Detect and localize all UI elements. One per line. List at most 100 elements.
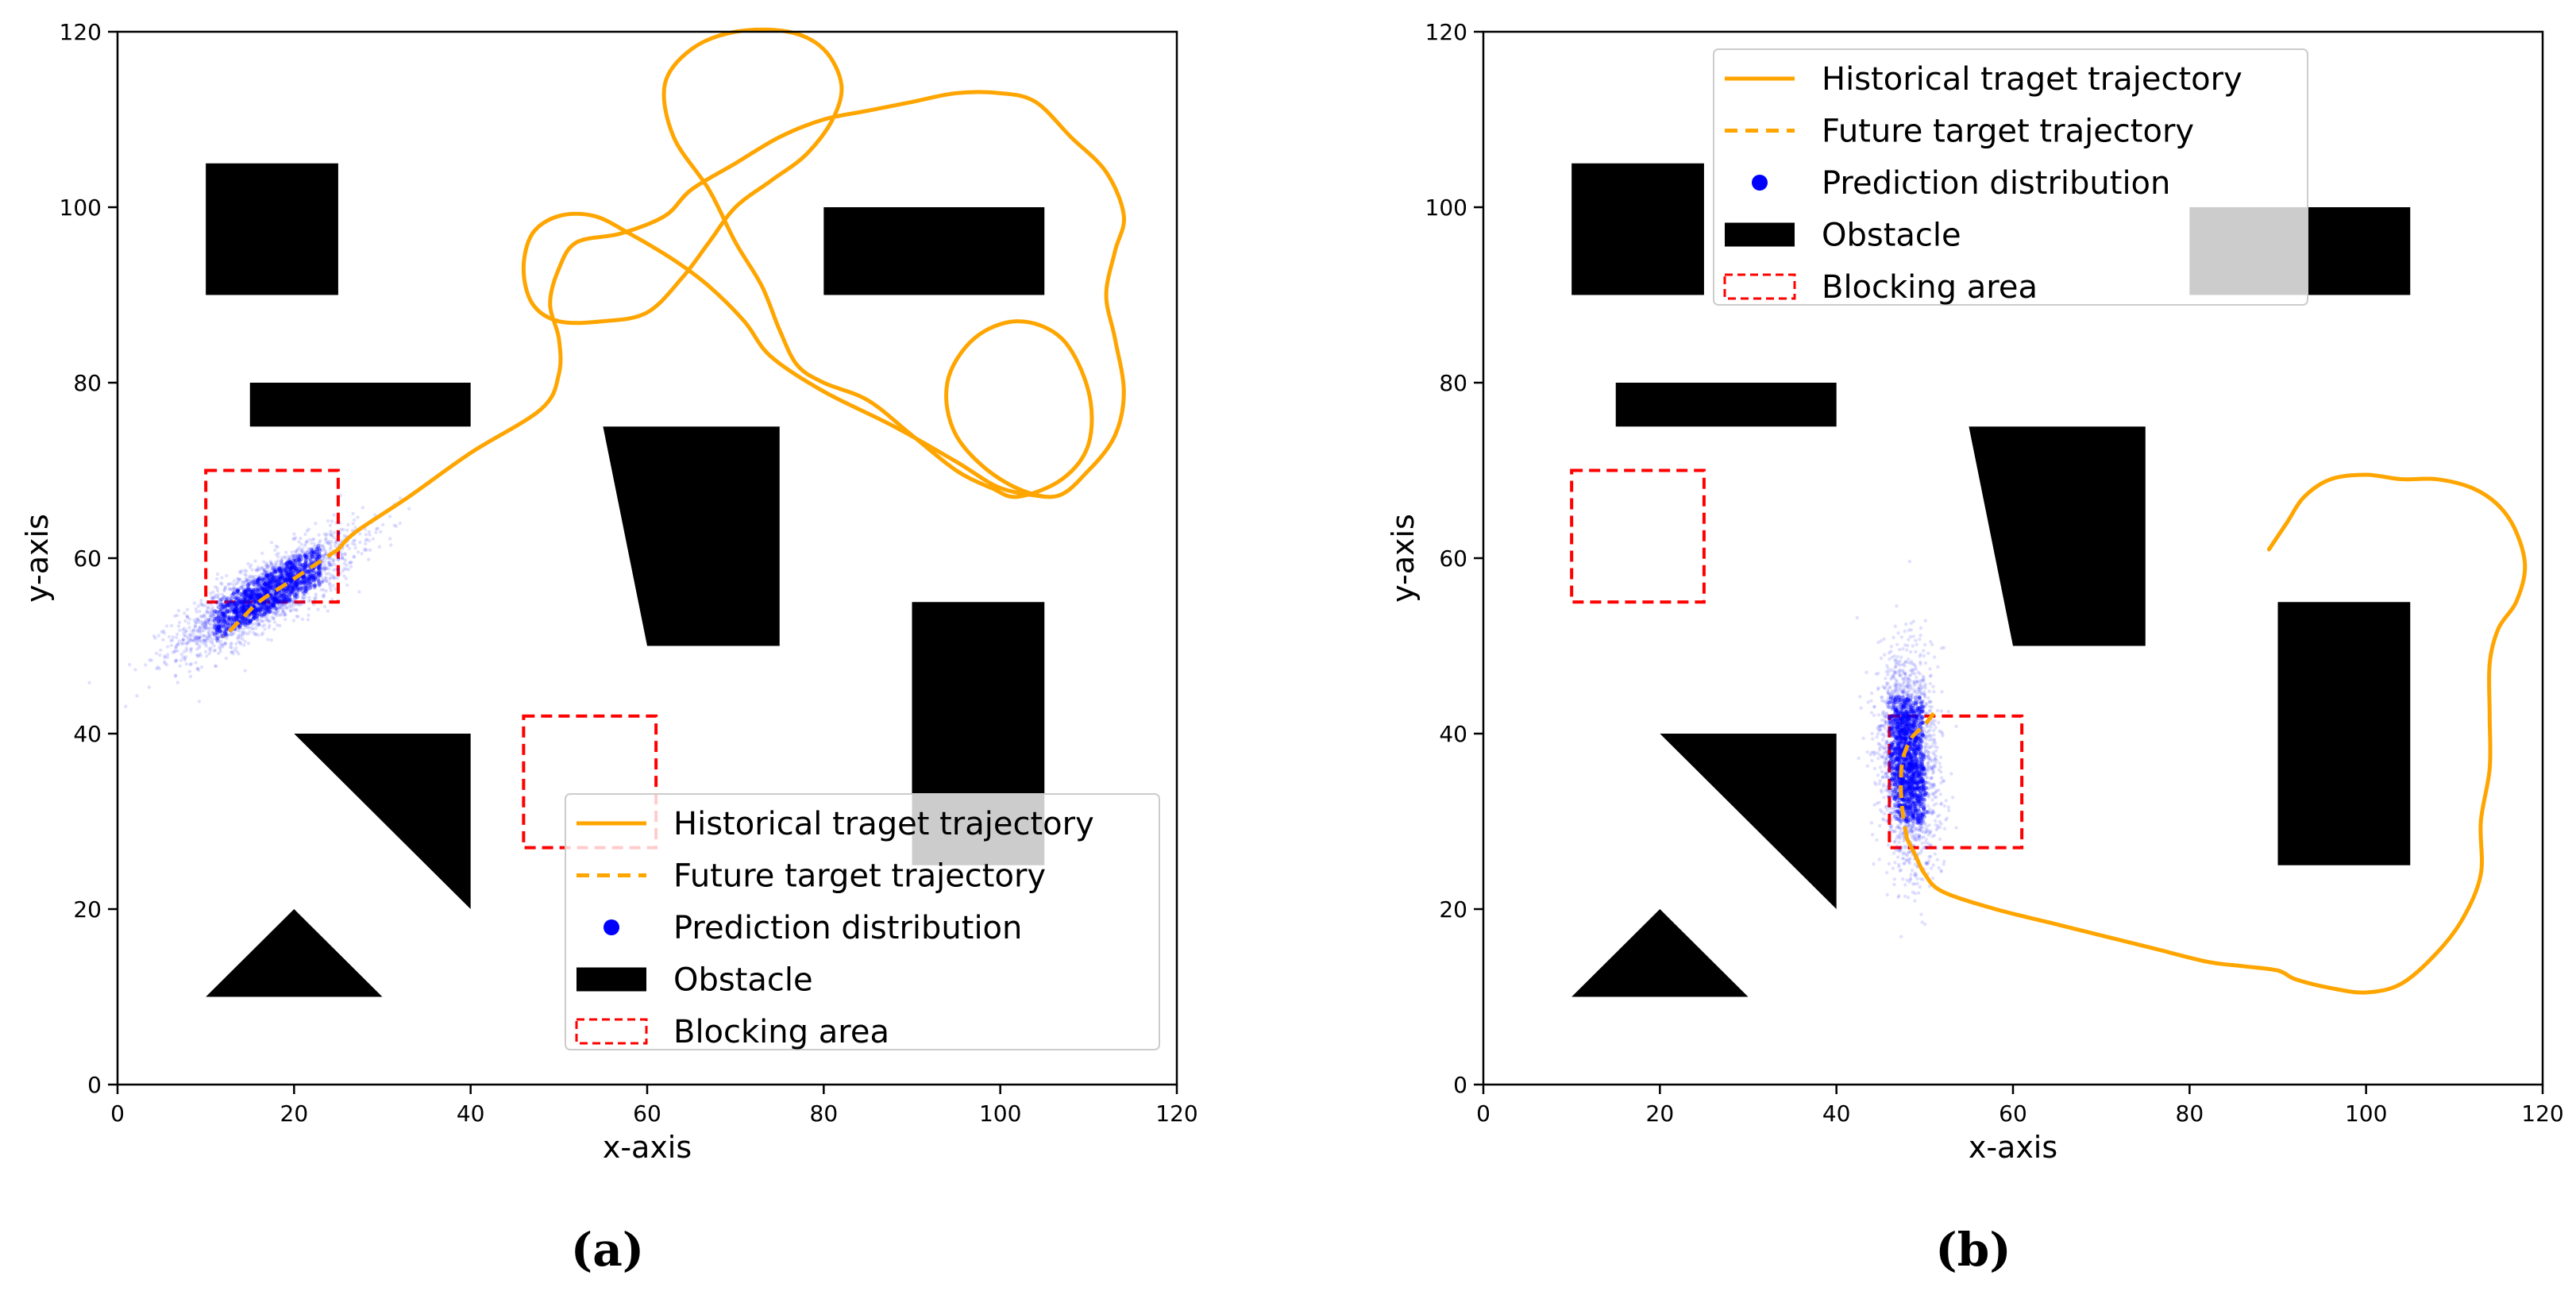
distribution-point bbox=[188, 633, 192, 637]
distribution-point bbox=[1857, 756, 1861, 761]
distribution-point bbox=[268, 604, 273, 609]
distribution-point bbox=[261, 607, 266, 613]
distribution-point bbox=[245, 580, 249, 584]
distribution-point bbox=[271, 603, 276, 608]
distribution-point bbox=[314, 570, 318, 575]
distribution-point bbox=[260, 587, 264, 592]
distribution-point bbox=[285, 577, 290, 582]
distribution-point bbox=[1928, 674, 1932, 678]
distribution-point bbox=[252, 604, 256, 609]
distribution-point bbox=[175, 680, 179, 684]
distribution-point bbox=[156, 665, 160, 669]
distribution-point bbox=[252, 592, 256, 597]
distribution-point bbox=[327, 563, 331, 567]
distribution-point bbox=[303, 553, 308, 558]
distribution-point bbox=[233, 601, 238, 606]
distribution-point bbox=[234, 607, 239, 611]
distribution-point bbox=[1887, 651, 1892, 655]
distribution-point bbox=[177, 620, 182, 625]
distribution-point bbox=[317, 554, 322, 559]
distribution-point bbox=[176, 608, 181, 613]
distribution-point bbox=[1914, 838, 1919, 842]
distribution-point bbox=[304, 554, 309, 559]
distribution-point bbox=[240, 580, 245, 584]
distribution-point bbox=[345, 563, 349, 568]
distribution-point bbox=[152, 634, 156, 638]
x-tick-label: 60 bbox=[633, 1100, 661, 1127]
distribution-point bbox=[321, 566, 325, 570]
distribution-point bbox=[1912, 681, 1917, 685]
distribution-point bbox=[1868, 753, 1872, 757]
distribution-point bbox=[287, 566, 293, 572]
distribution-point bbox=[257, 623, 261, 627]
distribution-point bbox=[297, 559, 302, 564]
distribution-point bbox=[1922, 736, 1927, 740]
distribution-point bbox=[1926, 804, 1930, 808]
distribution-point bbox=[211, 637, 215, 642]
distribution-point bbox=[1908, 634, 1913, 639]
distribution-point bbox=[243, 596, 248, 602]
distribution-point bbox=[1919, 811, 1923, 816]
distribution-point bbox=[270, 586, 275, 591]
y-tick-label: 20 bbox=[73, 896, 102, 923]
distribution-point bbox=[1919, 785, 1924, 790]
legend-label: Obstacle bbox=[673, 962, 813, 999]
distribution-point bbox=[1912, 753, 1917, 758]
distribution-point bbox=[263, 601, 268, 607]
distribution-point bbox=[281, 599, 286, 604]
distribution-point bbox=[1888, 828, 1892, 833]
distribution-point bbox=[1910, 784, 1915, 788]
distribution-point bbox=[305, 563, 310, 568]
distribution-point bbox=[242, 589, 247, 594]
distribution-point bbox=[327, 581, 332, 585]
distribution-point bbox=[279, 569, 283, 575]
distribution-point bbox=[1892, 713, 1896, 719]
distribution-point bbox=[271, 578, 276, 583]
distribution-point bbox=[239, 599, 244, 604]
distribution-point bbox=[251, 603, 256, 608]
distribution-point bbox=[1906, 896, 1911, 900]
distribution-point bbox=[253, 607, 258, 612]
distribution-point bbox=[1924, 754, 1928, 759]
distribution-point bbox=[271, 566, 275, 571]
distribution-point bbox=[222, 628, 227, 634]
distribution-point bbox=[281, 597, 287, 602]
distribution-point bbox=[331, 568, 336, 572]
distribution-point bbox=[1924, 861, 1928, 865]
distribution-point bbox=[288, 565, 294, 570]
distribution-point bbox=[301, 595, 306, 600]
distribution-point bbox=[241, 607, 246, 612]
distribution-point bbox=[257, 622, 261, 626]
distribution-point bbox=[1915, 705, 1920, 711]
distribution-point bbox=[242, 608, 247, 613]
distribution-point bbox=[202, 625, 206, 629]
distribution-point bbox=[326, 609, 330, 613]
distribution-point bbox=[1935, 746, 1939, 750]
distribution-point bbox=[251, 574, 255, 579]
distribution-point bbox=[334, 537, 338, 541]
distribution-point bbox=[265, 605, 270, 610]
distribution-point bbox=[283, 578, 288, 583]
distribution-point bbox=[207, 611, 211, 615]
distribution-point bbox=[191, 638, 195, 642]
distribution-point bbox=[248, 619, 253, 623]
distribution-point bbox=[277, 599, 282, 603]
distribution-point bbox=[1902, 850, 1906, 855]
distribution-point bbox=[1893, 839, 1897, 843]
distribution-point bbox=[163, 655, 167, 660]
distribution-point bbox=[236, 588, 241, 593]
distribution-point bbox=[1884, 719, 1888, 724]
distribution-point bbox=[340, 553, 345, 557]
distribution-point bbox=[244, 617, 249, 622]
distribution-point bbox=[280, 599, 284, 604]
distribution-point bbox=[230, 619, 235, 624]
distribution-point bbox=[289, 561, 294, 565]
distribution-point bbox=[1908, 788, 1913, 793]
distribution-point bbox=[299, 581, 303, 586]
distribution-point bbox=[203, 638, 207, 642]
distribution-point bbox=[291, 562, 296, 567]
distribution-point bbox=[226, 603, 230, 608]
distribution-point bbox=[1902, 861, 1906, 865]
distribution-point bbox=[206, 606, 210, 611]
distribution-point bbox=[1934, 827, 1938, 832]
